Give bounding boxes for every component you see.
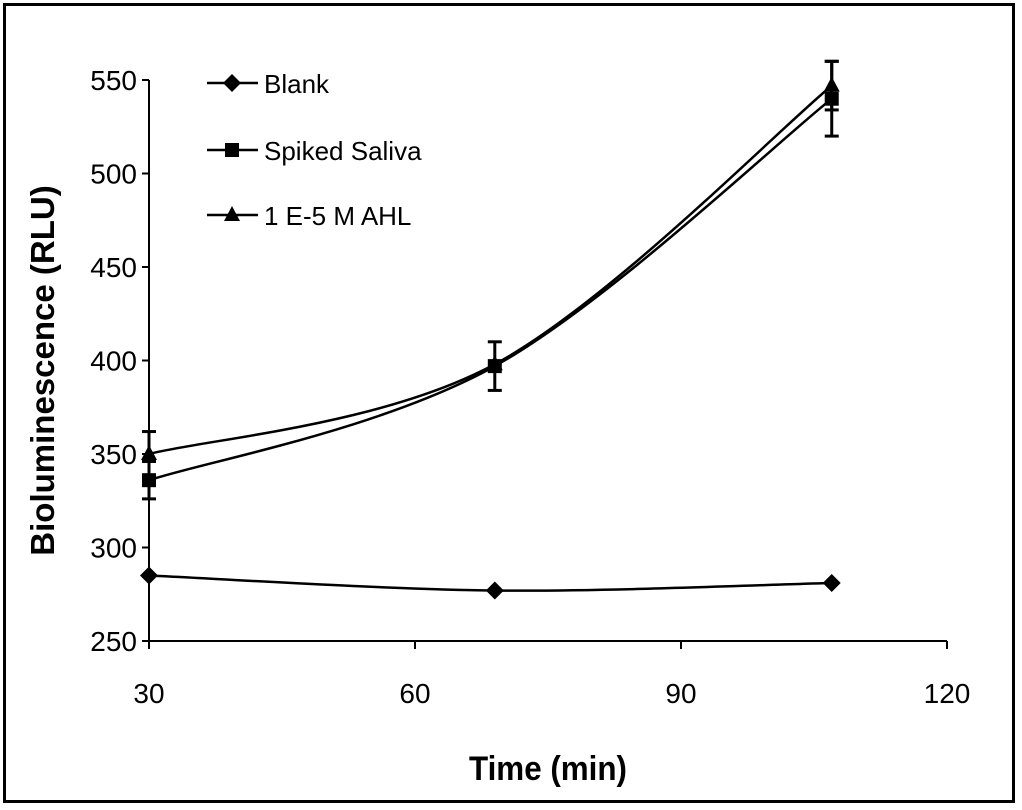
- x-tick-labels: 30 60 90 120: [133, 678, 970, 709]
- axes: [142, 79, 948, 649]
- y-tick-label: 500: [90, 159, 137, 190]
- y-tick-label: 550: [90, 65, 137, 96]
- legend-item: Spiked Saliva: [207, 136, 422, 166]
- series-1: [142, 59, 839, 501]
- series-2: [141, 59, 840, 478]
- y-tick-label: 350: [90, 439, 137, 470]
- data-point: [485, 581, 504, 600]
- x-tick-label: 120: [924, 678, 971, 709]
- data-point: [823, 76, 840, 92]
- y-tick-label: 250: [90, 626, 137, 657]
- chart-frame: [3, 3, 1015, 803]
- data-point: [140, 566, 158, 585]
- y-tick-labels: 250 300 350 400 450 500 550: [90, 65, 137, 657]
- x-axis-title: Time (min): [469, 750, 627, 788]
- legend-label: Spiked Saliva: [264, 136, 422, 166]
- data-point: [141, 445, 157, 460]
- legend-item: 1 E-5 M AHL: [207, 201, 411, 231]
- series-line: [148, 84, 833, 456]
- y-tick-label: 450: [90, 252, 137, 283]
- data-point: [486, 355, 503, 371]
- legend-marker: [223, 74, 241, 92]
- x-tick-label: 60: [399, 678, 430, 709]
- data-point: [822, 574, 841, 593]
- series-line: [148, 97, 833, 482]
- legend-marker: [225, 143, 239, 157]
- legend-item: Blank: [207, 69, 330, 99]
- y-axis-title: Bioluminescence (RLU): [24, 185, 61, 555]
- series-layer: [140, 59, 841, 600]
- y-tick-label: 400: [90, 346, 137, 377]
- y-tick-label: 300: [90, 533, 137, 564]
- x-tick-label: 30: [133, 678, 164, 709]
- legend-label: 1 E-5 M AHL: [264, 201, 411, 231]
- legend: Blank Spiked Saliva 1 E-5 M AHL: [207, 69, 422, 231]
- legend-marker: [224, 206, 240, 221]
- series-0: [140, 566, 841, 600]
- x-tick-label: 90: [665, 678, 696, 709]
- legend-label: Blank: [264, 69, 330, 99]
